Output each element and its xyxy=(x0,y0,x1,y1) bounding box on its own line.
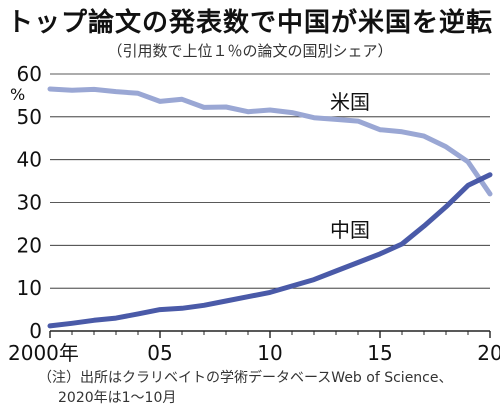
y-axis-label: % xyxy=(10,85,25,104)
x-tick-label-2000年: 2000年 xyxy=(8,341,79,365)
x-tick-label-20: 20 xyxy=(477,341,500,365)
y-tick-label-20: 20 xyxy=(17,233,42,257)
series-line-china xyxy=(47,172,493,329)
x-tick-label-05: 05 xyxy=(147,341,172,365)
x-tick-label-10: 10 xyxy=(257,341,282,365)
chart-subtitle: （引用数で上位１％の論文の国別シェア） xyxy=(107,42,393,60)
y-tick-label-10: 10 xyxy=(17,276,42,300)
y-tick-label-40: 40 xyxy=(17,148,42,172)
note-line-1: （注）出所はクラリベイトの学術データベースWeb of Science、 xyxy=(38,370,453,386)
series-label-china: 中国 xyxy=(330,218,370,242)
series-line-us xyxy=(47,86,493,197)
y-tick-label-0: 0 xyxy=(29,319,42,343)
y-tick-label-50: 50 xyxy=(17,105,42,129)
series-label-us: 米国 xyxy=(330,90,370,114)
y-tick-label-30: 30 xyxy=(17,191,42,215)
x-tick-label-15: 15 xyxy=(367,341,392,365)
note-line-2: 2020年は1～10月 xyxy=(58,390,177,406)
y-tick-label-60: 60 xyxy=(17,62,42,86)
chart-title: トップ論文の発表数で中国が米国を逆転 xyxy=(6,8,493,38)
source-note: （注）出所はクラリベイトの学術データベースWeb of Science、 202… xyxy=(38,368,498,408)
